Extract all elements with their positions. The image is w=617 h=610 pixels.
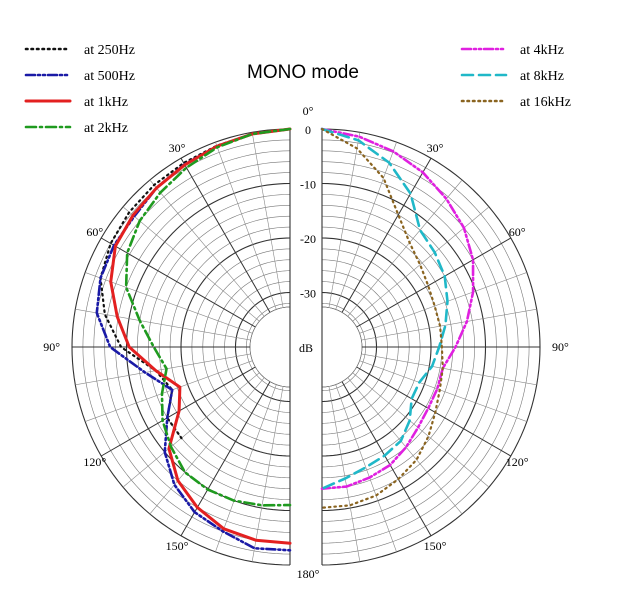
- legend-label: at 2kHz: [84, 121, 128, 136]
- grid-spoke: [356, 237, 512, 328]
- grid-spoke: [75, 353, 251, 386]
- grid-ring: [321, 306, 363, 388]
- grid-ring: [249, 306, 291, 388]
- radial-tick-label: -10: [300, 178, 316, 192]
- grid-spoke: [215, 142, 277, 310]
- grid-ring: [321, 303, 366, 391]
- grid-spoke: [122, 206, 260, 322]
- series-line-at-4khz: [320, 127, 475, 490]
- grid-spoke: [100, 237, 256, 328]
- grid-spoke: [149, 179, 265, 317]
- legend-label: at 250Hz: [84, 43, 135, 58]
- grid-spoke: [215, 384, 277, 552]
- grid-spoke: [85, 272, 253, 334]
- grid-spoke: [359, 272, 527, 334]
- grid-spoke: [356, 366, 512, 457]
- grid-spoke: [361, 308, 537, 341]
- grid-spoke: [341, 381, 432, 537]
- grid-spoke: [251, 132, 284, 308]
- legend-label: at 1kHz: [84, 95, 128, 110]
- legend-label: at 500Hz: [84, 69, 135, 84]
- legend-label: at 16kHz: [520, 95, 571, 110]
- grid-spoke: [328, 132, 361, 308]
- grid-ring: [246, 303, 291, 391]
- label-layer: 0 -10 -20 -30 dB 0° 30° 30° 60° 60° 90° 90° 120° 120°…: [43, 104, 569, 581]
- series-line-at-2khz: [124, 127, 292, 507]
- angle-label: 60°: [86, 225, 103, 239]
- angle-label: 180°: [297, 567, 320, 581]
- grid-ring: [249, 306, 291, 388]
- grid-spoke: [149, 377, 265, 515]
- legend: at 250Hz at 500Hz at 1kHz at 2kHz at 4kHz at …: [24, 43, 571, 136]
- grid-spoke: [341, 157, 432, 313]
- series-line-at-16khz: [320, 127, 444, 509]
- grid-ring: [249, 306, 291, 388]
- grid-spoke: [347, 377, 463, 515]
- angle-label: 60°: [509, 225, 526, 239]
- grid-spoke: [180, 381, 271, 537]
- grid-spoke: [328, 386, 361, 562]
- series-line-at-1khz: [109, 127, 292, 545]
- grid-spoke: [359, 360, 527, 422]
- angle-label: 30°: [169, 141, 186, 155]
- grid-ring: [321, 306, 363, 388]
- angle-label: 30°: [427, 141, 444, 155]
- grid-spoke: [122, 372, 260, 488]
- grid-spoke: [347, 179, 463, 317]
- radial-tick-label: -30: [300, 287, 316, 301]
- grid-spoke: [85, 360, 253, 422]
- radial-tick-label: 0: [305, 123, 311, 137]
- angle-label: 0°: [303, 104, 314, 118]
- angle-label: 150°: [424, 539, 447, 553]
- grid-spoke: [335, 142, 397, 310]
- grid-spoke: [251, 386, 284, 562]
- grid-spoke: [75, 308, 251, 341]
- grid-spoke: [361, 353, 537, 386]
- legend-label: at 8kHz: [520, 69, 564, 84]
- angle-label: 150°: [166, 539, 189, 553]
- grid-ring: [321, 306, 363, 388]
- series-layer: [95, 127, 475, 552]
- angle-label: 120°: [506, 455, 529, 469]
- grid-spoke: [335, 384, 397, 552]
- legend-label: at 4kHz: [520, 43, 564, 58]
- polar-grid: [71, 128, 541, 566]
- radial-tick-label: -20: [300, 232, 316, 246]
- grid-spoke: [352, 206, 490, 322]
- grid-spoke: [352, 372, 490, 488]
- chart-title: MONO mode: [247, 62, 359, 83]
- series-line-at-8khz: [320, 127, 449, 490]
- angle-label: 120°: [83, 455, 106, 469]
- grid-spoke: [180, 157, 271, 313]
- angle-label: 90°: [552, 340, 569, 354]
- radial-unit-label: dB: [299, 341, 313, 355]
- angle-label: 90°: [43, 340, 60, 354]
